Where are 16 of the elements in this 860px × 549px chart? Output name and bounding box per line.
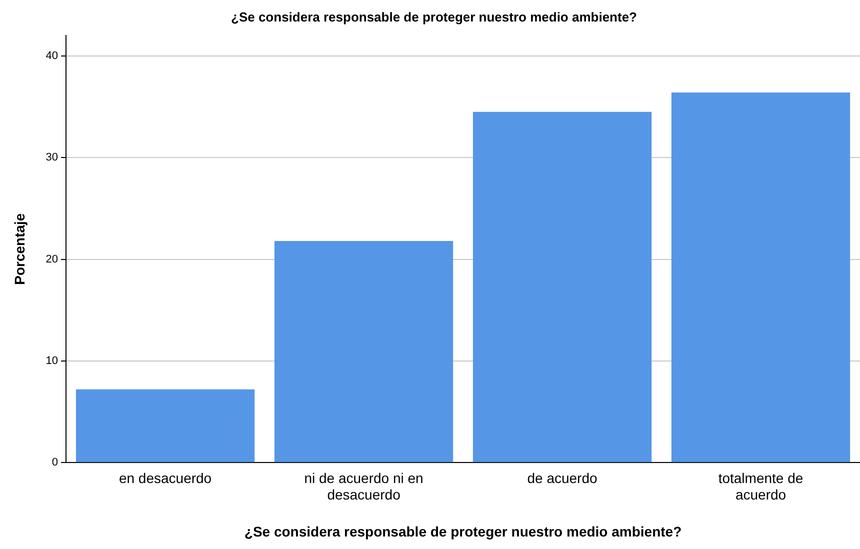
chart-title: ¿Se considera responsable de proteger nuestro medio ambiente? xyxy=(231,9,638,24)
y-tick-label: 40 xyxy=(46,50,58,62)
y-axis-title: Porcentaje xyxy=(11,213,28,285)
x-tick-label: en desacuerdo xyxy=(118,470,212,486)
bar xyxy=(76,389,255,462)
y-tick-label: 30 xyxy=(46,152,58,164)
x-tick-label: totalmente de acuerdo xyxy=(718,470,804,503)
y-tick-label: 0 xyxy=(52,456,58,469)
y-tick-label: 20 xyxy=(46,253,58,266)
bar xyxy=(671,92,850,462)
bar xyxy=(274,240,454,462)
bar xyxy=(472,112,652,462)
x-tick-label: ni de acuerdo ni en desacuerdo xyxy=(304,470,424,503)
y-tick-label: 10 xyxy=(46,354,58,367)
x-tick-label: de acuerdo xyxy=(527,470,598,486)
x-axis-title: ¿Se considera responsable de proteger nuestro medio ambiente? xyxy=(244,523,682,540)
